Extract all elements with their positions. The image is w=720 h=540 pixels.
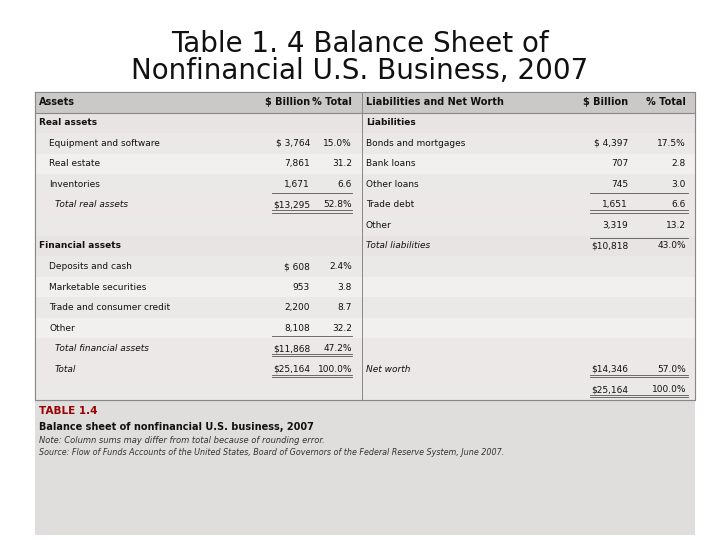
Bar xyxy=(35,359,695,380)
Text: Trade debt: Trade debt xyxy=(366,200,414,210)
Text: $25,164: $25,164 xyxy=(591,385,628,394)
Text: 3,319: 3,319 xyxy=(602,221,628,230)
Text: 745: 745 xyxy=(611,180,628,189)
Text: $10,818: $10,818 xyxy=(590,241,628,251)
Bar xyxy=(35,92,695,112)
Text: Trade and consumer credit: Trade and consumer credit xyxy=(49,303,170,312)
Text: Net worth: Net worth xyxy=(366,364,410,374)
Text: 17.5%: 17.5% xyxy=(657,139,686,148)
Text: 15.0%: 15.0% xyxy=(323,139,352,148)
Text: 3.8: 3.8 xyxy=(338,282,352,292)
Text: Other loans: Other loans xyxy=(366,180,418,189)
Text: TABLE 1.4: TABLE 1.4 xyxy=(39,406,97,416)
Text: 52.8%: 52.8% xyxy=(323,200,352,210)
Text: $25,164: $25,164 xyxy=(273,364,310,374)
Text: Deposits and cash: Deposits and cash xyxy=(49,262,132,271)
Text: 32.2: 32.2 xyxy=(332,323,352,333)
Text: Equipment and software: Equipment and software xyxy=(49,139,160,148)
Text: 8.7: 8.7 xyxy=(338,303,352,312)
Text: 953: 953 xyxy=(293,282,310,292)
Text: Other: Other xyxy=(49,323,75,333)
Text: % Total: % Total xyxy=(312,97,352,107)
Text: Total real assets: Total real assets xyxy=(55,200,128,210)
Bar xyxy=(35,400,695,535)
Text: 31.2: 31.2 xyxy=(332,159,352,168)
Text: Note: Column sums may differ from total because of rounding error.: Note: Column sums may differ from total … xyxy=(39,436,325,445)
Text: $ 608: $ 608 xyxy=(284,262,310,271)
Text: Other: Other xyxy=(366,221,392,230)
Text: 2,200: 2,200 xyxy=(284,303,310,312)
Text: % Total: % Total xyxy=(646,97,686,107)
Bar xyxy=(35,92,695,400)
Text: Financial assets: Financial assets xyxy=(39,241,121,251)
Text: 2.8: 2.8 xyxy=(672,159,686,168)
Bar xyxy=(35,298,695,318)
Text: $ 4,397: $ 4,397 xyxy=(594,139,628,148)
Text: Liabilities and Net Worth: Liabilities and Net Worth xyxy=(366,97,504,107)
Bar xyxy=(35,339,695,359)
Text: Liabilities: Liabilities xyxy=(366,118,415,127)
Text: Bonds and mortgages: Bonds and mortgages xyxy=(366,139,465,148)
Text: Real assets: Real assets xyxy=(39,118,97,127)
Text: Total liabilities: Total liabilities xyxy=(366,241,431,251)
Text: Inventories: Inventories xyxy=(49,180,100,189)
Text: 8,108: 8,108 xyxy=(284,323,310,333)
Text: Bank loans: Bank loans xyxy=(366,159,415,168)
Bar xyxy=(35,318,695,339)
Bar xyxy=(35,215,695,236)
Bar xyxy=(35,194,695,215)
Text: Source: Flow of Funds Accounts of the United States, Board of Governors of the F: Source: Flow of Funds Accounts of the Un… xyxy=(39,448,504,457)
Text: 47.2%: 47.2% xyxy=(323,344,352,353)
Bar xyxy=(35,112,695,133)
Text: 100.0%: 100.0% xyxy=(318,364,352,374)
Text: 3.0: 3.0 xyxy=(672,180,686,189)
Text: 57.0%: 57.0% xyxy=(657,364,686,374)
Text: Nonfinancial U.S. Business, 2007: Nonfinancial U.S. Business, 2007 xyxy=(131,57,589,85)
Text: Marketable securities: Marketable securities xyxy=(49,282,146,292)
Text: Total financial assets: Total financial assets xyxy=(55,344,149,353)
Text: 707: 707 xyxy=(611,159,628,168)
Bar xyxy=(35,277,695,298)
Bar xyxy=(35,174,695,194)
Text: 6.6: 6.6 xyxy=(338,180,352,189)
Text: Assets: Assets xyxy=(39,97,75,107)
Text: 2.4%: 2.4% xyxy=(329,262,352,271)
Text: Table 1. 4 Balance Sheet of: Table 1. 4 Balance Sheet of xyxy=(171,30,549,58)
Bar xyxy=(35,380,695,400)
Bar xyxy=(35,133,695,153)
Text: Real estate: Real estate xyxy=(49,159,100,168)
Text: 43.0%: 43.0% xyxy=(657,241,686,251)
Text: 100.0%: 100.0% xyxy=(652,385,686,394)
Text: Balance sheet of nonfinancial U.S. business, 2007: Balance sheet of nonfinancial U.S. busin… xyxy=(39,422,314,432)
Bar xyxy=(35,256,695,277)
Text: $ Billion: $ Billion xyxy=(583,97,628,107)
Text: 1,651: 1,651 xyxy=(602,200,628,210)
Text: $11,868: $11,868 xyxy=(273,344,310,353)
Text: Total: Total xyxy=(55,364,76,374)
Bar xyxy=(35,236,695,256)
Text: 7,861: 7,861 xyxy=(284,159,310,168)
Text: 1,671: 1,671 xyxy=(284,180,310,189)
Text: $14,346: $14,346 xyxy=(591,364,628,374)
Text: $ Billion: $ Billion xyxy=(265,97,310,107)
Text: 6.6: 6.6 xyxy=(672,200,686,210)
Text: 13.2: 13.2 xyxy=(666,221,686,230)
Bar xyxy=(35,153,695,174)
Text: $ 3,764: $ 3,764 xyxy=(276,139,310,148)
Text: $13,295: $13,295 xyxy=(273,200,310,210)
